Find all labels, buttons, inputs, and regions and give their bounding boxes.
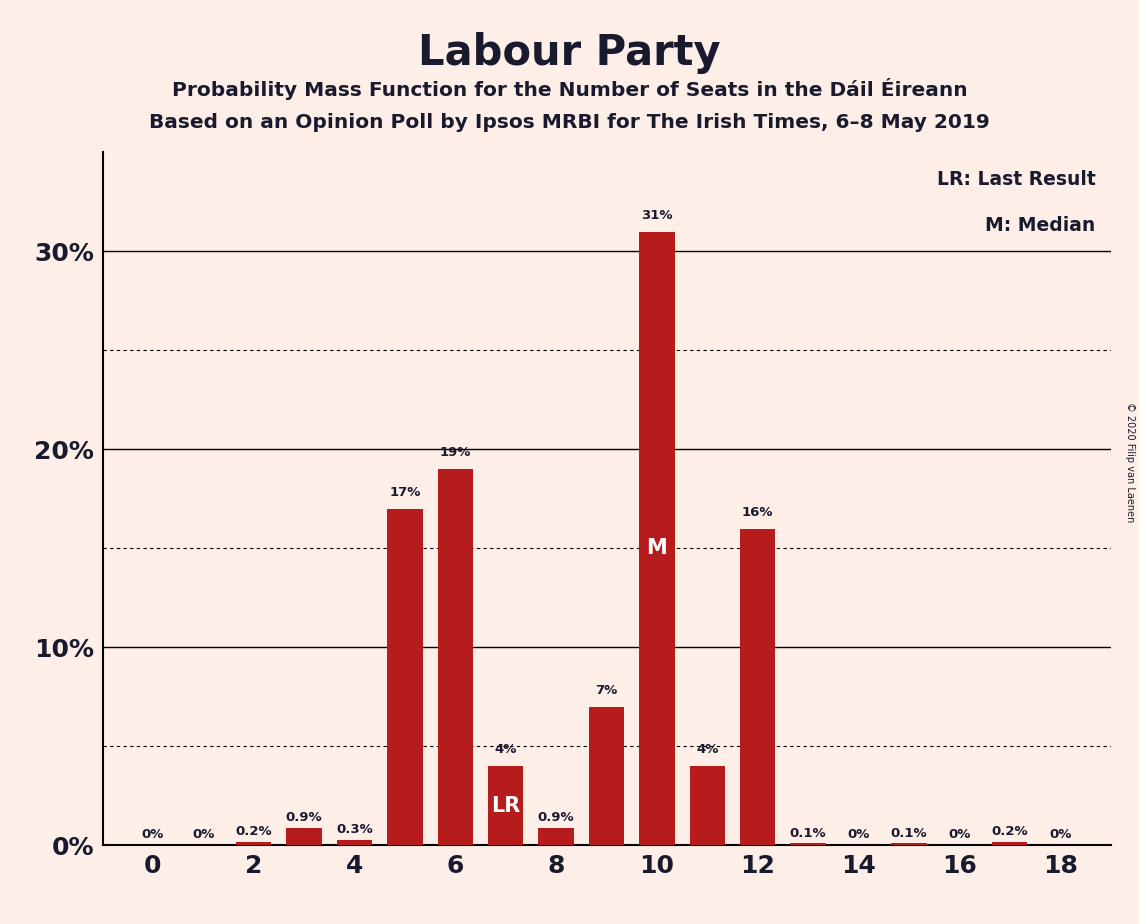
Bar: [287, 828, 321, 845]
Text: © 2020 Filip van Laenen: © 2020 Filip van Laenen: [1125, 402, 1134, 522]
Text: Probability Mass Function for the Number of Seats in the Dáil Éireann: Probability Mass Function for the Number…: [172, 78, 967, 100]
Bar: [690, 766, 724, 845]
Text: 0.9%: 0.9%: [538, 810, 574, 823]
Text: 19%: 19%: [440, 446, 472, 459]
Text: LR: LR: [491, 796, 521, 816]
Text: 4%: 4%: [696, 744, 719, 757]
Bar: [992, 842, 1027, 845]
Text: M: Median: M: Median: [985, 216, 1096, 236]
Text: 0.1%: 0.1%: [891, 827, 927, 840]
Text: 0.2%: 0.2%: [236, 824, 272, 837]
Text: 0%: 0%: [847, 829, 870, 842]
Bar: [589, 707, 624, 845]
Bar: [236, 842, 271, 845]
Text: M: M: [647, 539, 667, 558]
Text: 0%: 0%: [192, 829, 214, 842]
Bar: [892, 844, 926, 845]
Text: 31%: 31%: [641, 209, 673, 222]
Text: 0%: 0%: [1049, 829, 1072, 842]
Bar: [387, 509, 423, 845]
Text: 7%: 7%: [596, 684, 617, 697]
Text: LR: Last Result: LR: Last Result: [936, 170, 1096, 188]
Text: Labour Party: Labour Party: [418, 32, 721, 74]
Text: Based on an Opinion Poll by Ipsos MRBI for The Irish Times, 6–8 May 2019: Based on an Opinion Poll by Ipsos MRBI f…: [149, 113, 990, 132]
Text: 0.9%: 0.9%: [286, 810, 322, 823]
Text: 0.1%: 0.1%: [789, 827, 827, 840]
Text: 0%: 0%: [141, 829, 164, 842]
Text: 0.3%: 0.3%: [336, 822, 372, 835]
Bar: [437, 469, 473, 845]
Bar: [337, 840, 372, 845]
Bar: [790, 844, 826, 845]
Text: 16%: 16%: [741, 505, 773, 518]
Text: 0.2%: 0.2%: [991, 824, 1029, 837]
Bar: [489, 766, 523, 845]
Bar: [740, 529, 776, 845]
Text: 17%: 17%: [390, 486, 420, 499]
Bar: [639, 232, 674, 845]
Bar: [539, 828, 574, 845]
Text: 4%: 4%: [494, 744, 517, 757]
Text: 0%: 0%: [948, 829, 970, 842]
